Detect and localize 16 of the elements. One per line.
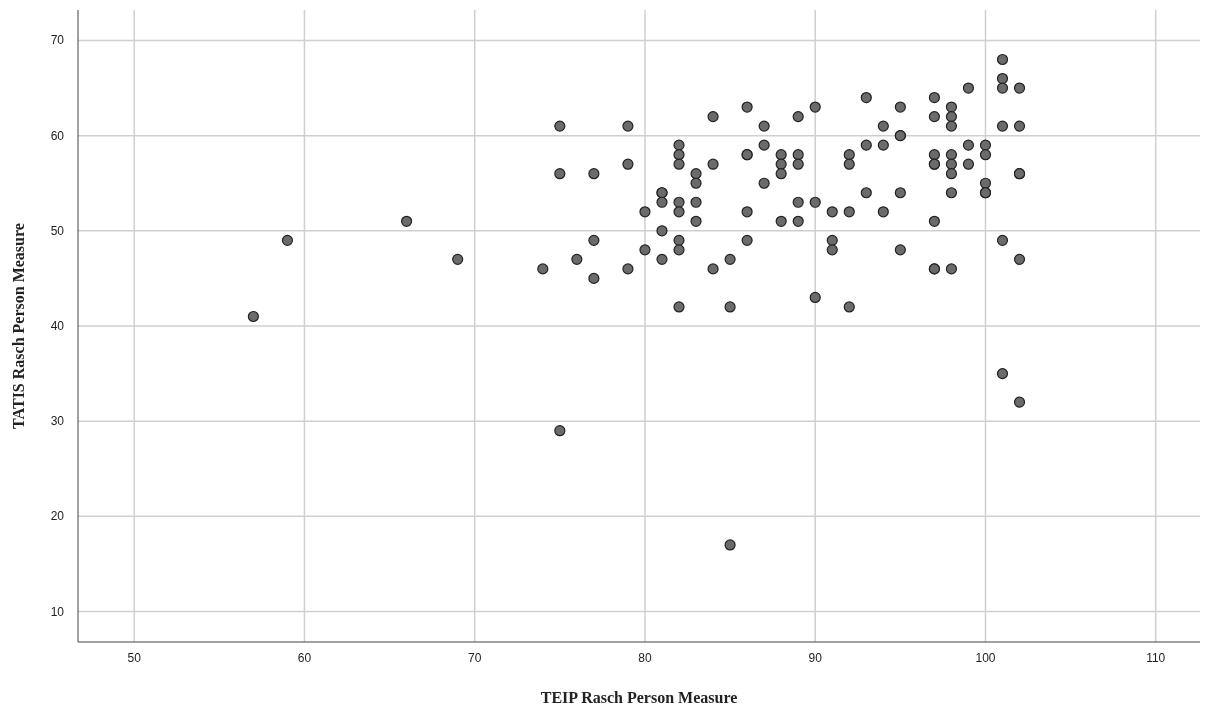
y-axis-title: TATIS Rasch Person Measure bbox=[10, 223, 27, 429]
x-tick-label: 100 bbox=[975, 651, 996, 665]
y-tick-label: 50 bbox=[50, 223, 65, 238]
y-tick-label: 20 bbox=[50, 509, 65, 524]
y-tick-label: 40 bbox=[50, 319, 65, 333]
y-tick-label: 30 bbox=[50, 414, 65, 429]
x-tick-label: 110 bbox=[1146, 651, 1166, 665]
y-tick-label: 10 bbox=[50, 604, 65, 619]
y-tick-label: 70 bbox=[50, 33, 65, 48]
x-tick-label: 50 bbox=[127, 651, 142, 665]
y-tick-label: 60 bbox=[50, 128, 65, 143]
x-tick-label: 90 bbox=[808, 651, 823, 665]
x-axis-title: TEIP Rasch Person Measure bbox=[540, 689, 738, 706]
x-tick-label: 60 bbox=[297, 651, 312, 665]
x-tick-label: 80 bbox=[638, 651, 652, 665]
x-tick-label: 70 bbox=[468, 651, 482, 665]
